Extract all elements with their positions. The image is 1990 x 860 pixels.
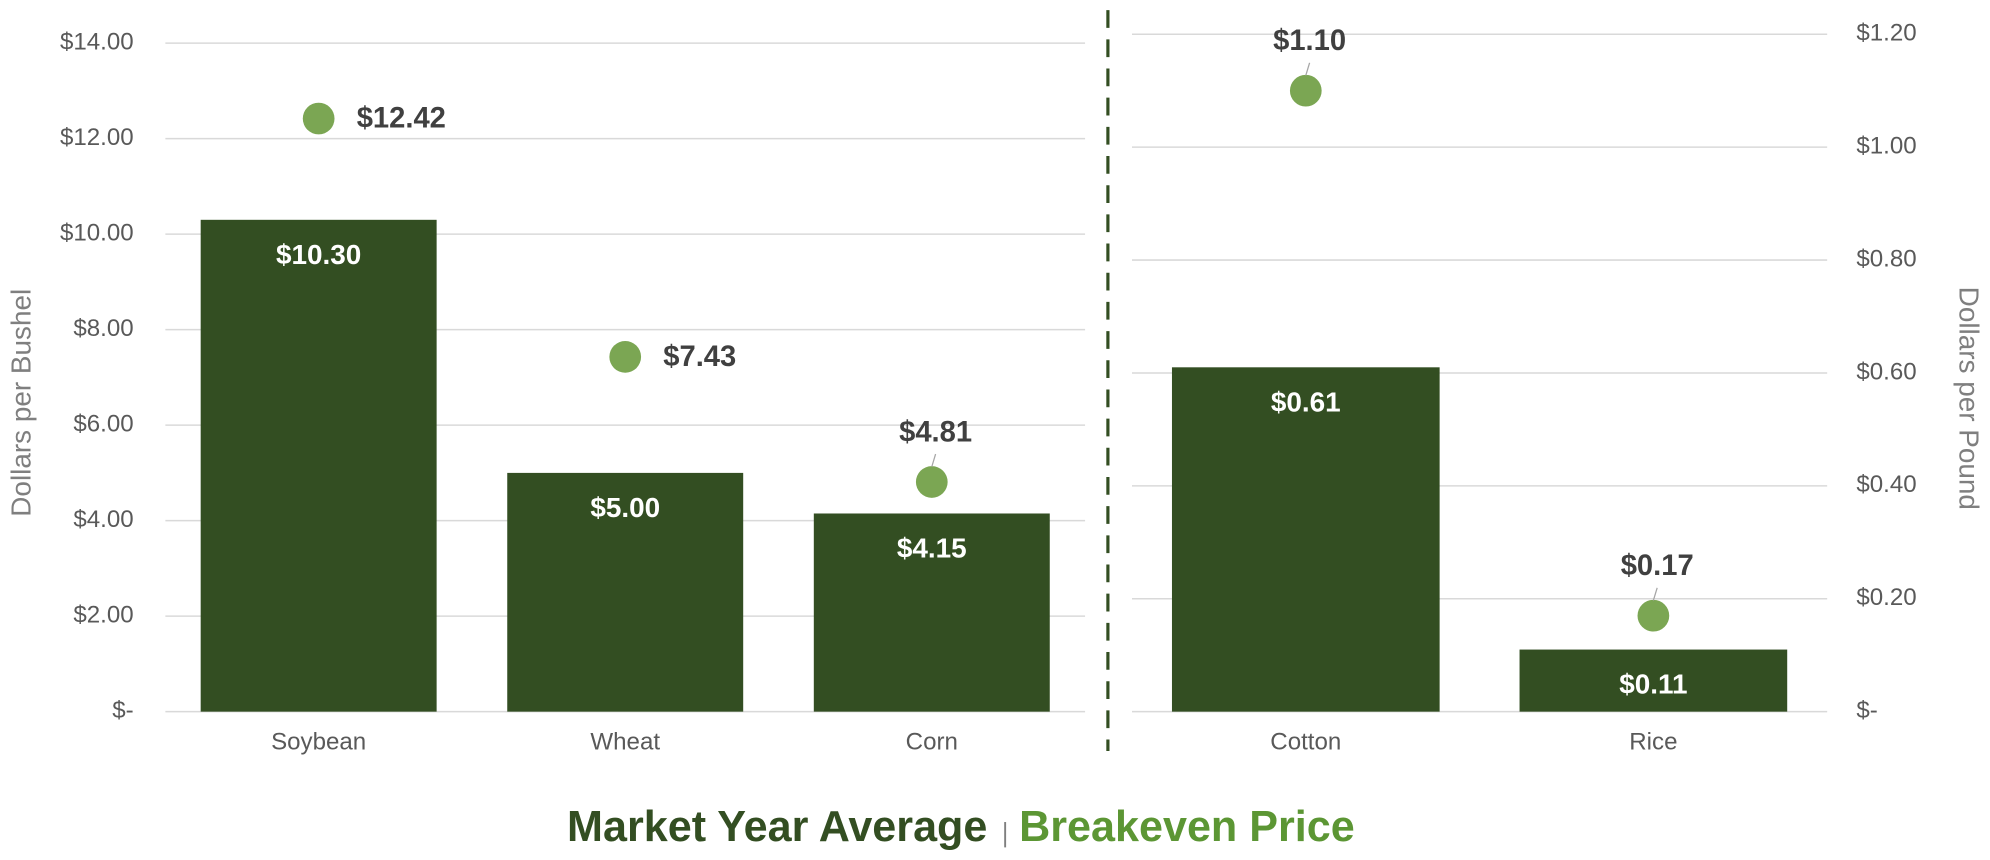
x-tick-label: Cotton: [1270, 729, 1341, 756]
dot: [302, 102, 335, 135]
x-tick-label: Corn: [906, 729, 958, 756]
legend: Market Year Average Breakeven Price: [567, 803, 1355, 851]
dot-label: $4.81: [899, 416, 972, 448]
dot-label: $0.17: [1621, 550, 1694, 582]
leader-line: [1652, 587, 1658, 601]
y-tick-label: $0.80: [1856, 245, 1916, 272]
bar-label: $10.30: [276, 239, 361, 270]
bar-label: $4.15: [897, 533, 967, 564]
bar-label: $5.00: [590, 492, 660, 523]
x-tick-label: Soybean: [271, 729, 366, 756]
dot-label: $7.43: [663, 341, 736, 373]
leader-line: [1305, 62, 1311, 76]
bar-label: $0.11: [1619, 669, 1687, 700]
y-tick-label: $1.00: [1856, 133, 1916, 160]
y-tick-label: $2.00: [73, 602, 133, 629]
leader-line: [931, 453, 937, 467]
y-tick-label: $10.00: [60, 219, 134, 246]
x-tick-label: Wheat: [590, 729, 660, 756]
y-tick-label: $1.20: [1856, 20, 1916, 47]
y-tick-label: $4.00: [73, 506, 133, 533]
y-tick-label: $8.00: [73, 315, 133, 342]
bar: [200, 219, 437, 712]
legend-entry: Breakeven Price: [1019, 803, 1355, 851]
y-tick-label: $6.00: [73, 411, 133, 438]
x-tick-label: Rice: [1629, 729, 1677, 756]
dot: [1289, 74, 1322, 107]
y-tick-label: $0.60: [1856, 358, 1916, 385]
bar: [1171, 367, 1440, 712]
dot: [609, 341, 642, 373]
dot-label: $12.42: [357, 103, 446, 135]
bar: [813, 513, 1050, 712]
bar-label: $0.61: [1271, 386, 1341, 417]
legend-entry: Market Year Average: [567, 803, 987, 851]
y-tick-label: $0.40: [1856, 471, 1916, 498]
y-tick-label: $12.00: [60, 124, 134, 151]
dot: [915, 466, 948, 498]
y-axis-title: Dollars per Bushel: [6, 289, 37, 517]
y-tick-label: $0.20: [1856, 584, 1916, 611]
y-tick-label: $-: [112, 697, 133, 724]
y-tick-label: $-: [1856, 697, 1877, 724]
dot-label: $1.10: [1273, 25, 1346, 57]
dot: [1637, 599, 1670, 632]
y-axis-title: Dollars per Pound: [1953, 287, 1984, 510]
bar: [507, 472, 744, 712]
bar: [1519, 649, 1788, 712]
y-tick-label: $14.00: [60, 28, 134, 55]
